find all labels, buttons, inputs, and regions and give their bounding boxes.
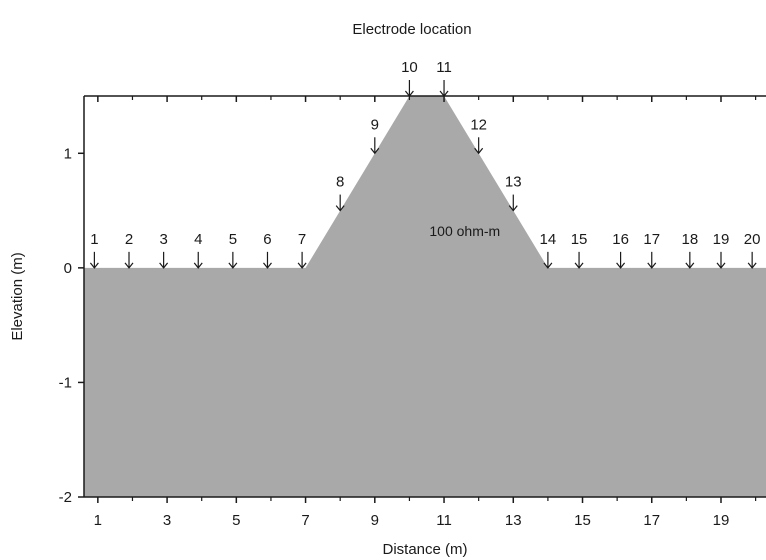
- electrode-label: 1: [90, 231, 98, 248]
- electrode-label: 4: [194, 231, 202, 248]
- electrode-arrow-head: [716, 262, 726, 269]
- electrode-label: 19: [713, 231, 730, 248]
- electrode-arrow-head: [370, 147, 380, 155]
- x-tick-label: 5: [232, 512, 240, 529]
- electrode-label: 5: [229, 231, 237, 248]
- x-tick-label: 3: [163, 512, 171, 529]
- electrode-marker: 4: [193, 231, 203, 269]
- electrode-label: 9: [371, 116, 379, 133]
- electrode-marker: 14: [540, 231, 557, 269]
- electrode-label: 14: [540, 231, 557, 248]
- electrode-arrow-head: [439, 90, 449, 97]
- y-tick-label: -1: [59, 374, 72, 391]
- electrode-marker: 15: [571, 231, 588, 269]
- x-tick-label: 7: [301, 512, 309, 529]
- electrode-marker: 18: [681, 231, 698, 269]
- electrode-label: 18: [681, 231, 698, 248]
- electrode-marker: 1: [89, 231, 99, 269]
- region-resistivity-label: 100 ohm-m: [429, 223, 500, 239]
- electrode-marker: 8: [335, 174, 345, 212]
- electrode-marker: 17: [643, 231, 660, 269]
- electrode-arrow-head: [89, 262, 99, 269]
- electrode-label: 3: [159, 231, 167, 248]
- chart-title: Electrode location: [352, 21, 471, 38]
- electrode-label: 2: [125, 231, 133, 248]
- electrode-marker: 5: [228, 231, 238, 269]
- electrode-marker: 10: [401, 59, 418, 97]
- electrode-label: 6: [263, 231, 271, 248]
- electrode-label: 11: [436, 59, 452, 76]
- resistivity-body: [84, 96, 766, 497]
- y-tick-label: 1: [64, 145, 72, 162]
- electrode-arrow-head: [508, 205, 518, 212]
- electrode-label: 12: [470, 116, 487, 133]
- y-tick-label: -2: [59, 489, 72, 506]
- electrode-label: 17: [643, 231, 660, 248]
- electrode-arrow-head: [543, 262, 553, 269]
- electrode-arrow-head: [647, 262, 657, 269]
- electrode-label: 15: [571, 231, 588, 248]
- electrode-arrow-head: [159, 262, 169, 269]
- electrode-marker: 12: [470, 116, 487, 155]
- x-tick-label: 17: [643, 512, 660, 529]
- electrode-arrow-head: [685, 262, 695, 269]
- electrode-marker: 19: [713, 231, 730, 269]
- electrode-arrow-head: [616, 262, 626, 269]
- x-tick-label: 13: [505, 512, 522, 529]
- electrode-label: 7: [298, 231, 306, 248]
- electrode-arrow-head: [228, 262, 238, 269]
- electrode-label: 10: [401, 59, 418, 76]
- electrode-marker: 7: [297, 231, 307, 269]
- y-axis-title: Elevation (m): [9, 252, 26, 340]
- electrode-arrow-head: [263, 262, 272, 269]
- y-tick-label: 0: [64, 260, 72, 277]
- electrode-arrow-head: [747, 262, 757, 269]
- x-tick-label: 1: [94, 512, 102, 529]
- electrode-marker: 2: [124, 231, 134, 269]
- electrode-marker: 13: [505, 174, 522, 212]
- electrode-arrow-head: [297, 262, 307, 269]
- electrode-marker: 3: [159, 231, 169, 269]
- x-tick-label: 11: [436, 512, 452, 529]
- electrode-marker: 16: [612, 231, 629, 269]
- electrode-marker: 20: [744, 231, 761, 269]
- electrode-label: 16: [612, 231, 629, 248]
- x-tick-label: 15: [574, 512, 591, 529]
- electrode-arrow-head: [474, 147, 484, 155]
- x-tick-label: 9: [371, 512, 379, 529]
- electrode-label: 20: [744, 231, 761, 248]
- x-tick-label: 19: [713, 512, 730, 529]
- model-body: [84, 96, 766, 497]
- electrode-arrow-head: [404, 90, 414, 97]
- electrode-arrow-head: [193, 262, 203, 269]
- x-axis-title: Distance (m): [382, 541, 467, 558]
- electrode-arrow-head: [335, 205, 345, 212]
- axes: 1 3 5 7 9 11 13 15 17 19-2-101: [59, 95, 766, 529]
- electrode-marker: 6: [263, 231, 272, 269]
- electrode-arrow-head: [574, 262, 584, 269]
- electrode-marker: 9: [370, 116, 380, 155]
- electrode-label: 8: [336, 174, 344, 191]
- electrode-marker: 11: [436, 59, 452, 97]
- electrode-arrow-head: [124, 262, 134, 269]
- electrode-label: 13: [505, 174, 522, 191]
